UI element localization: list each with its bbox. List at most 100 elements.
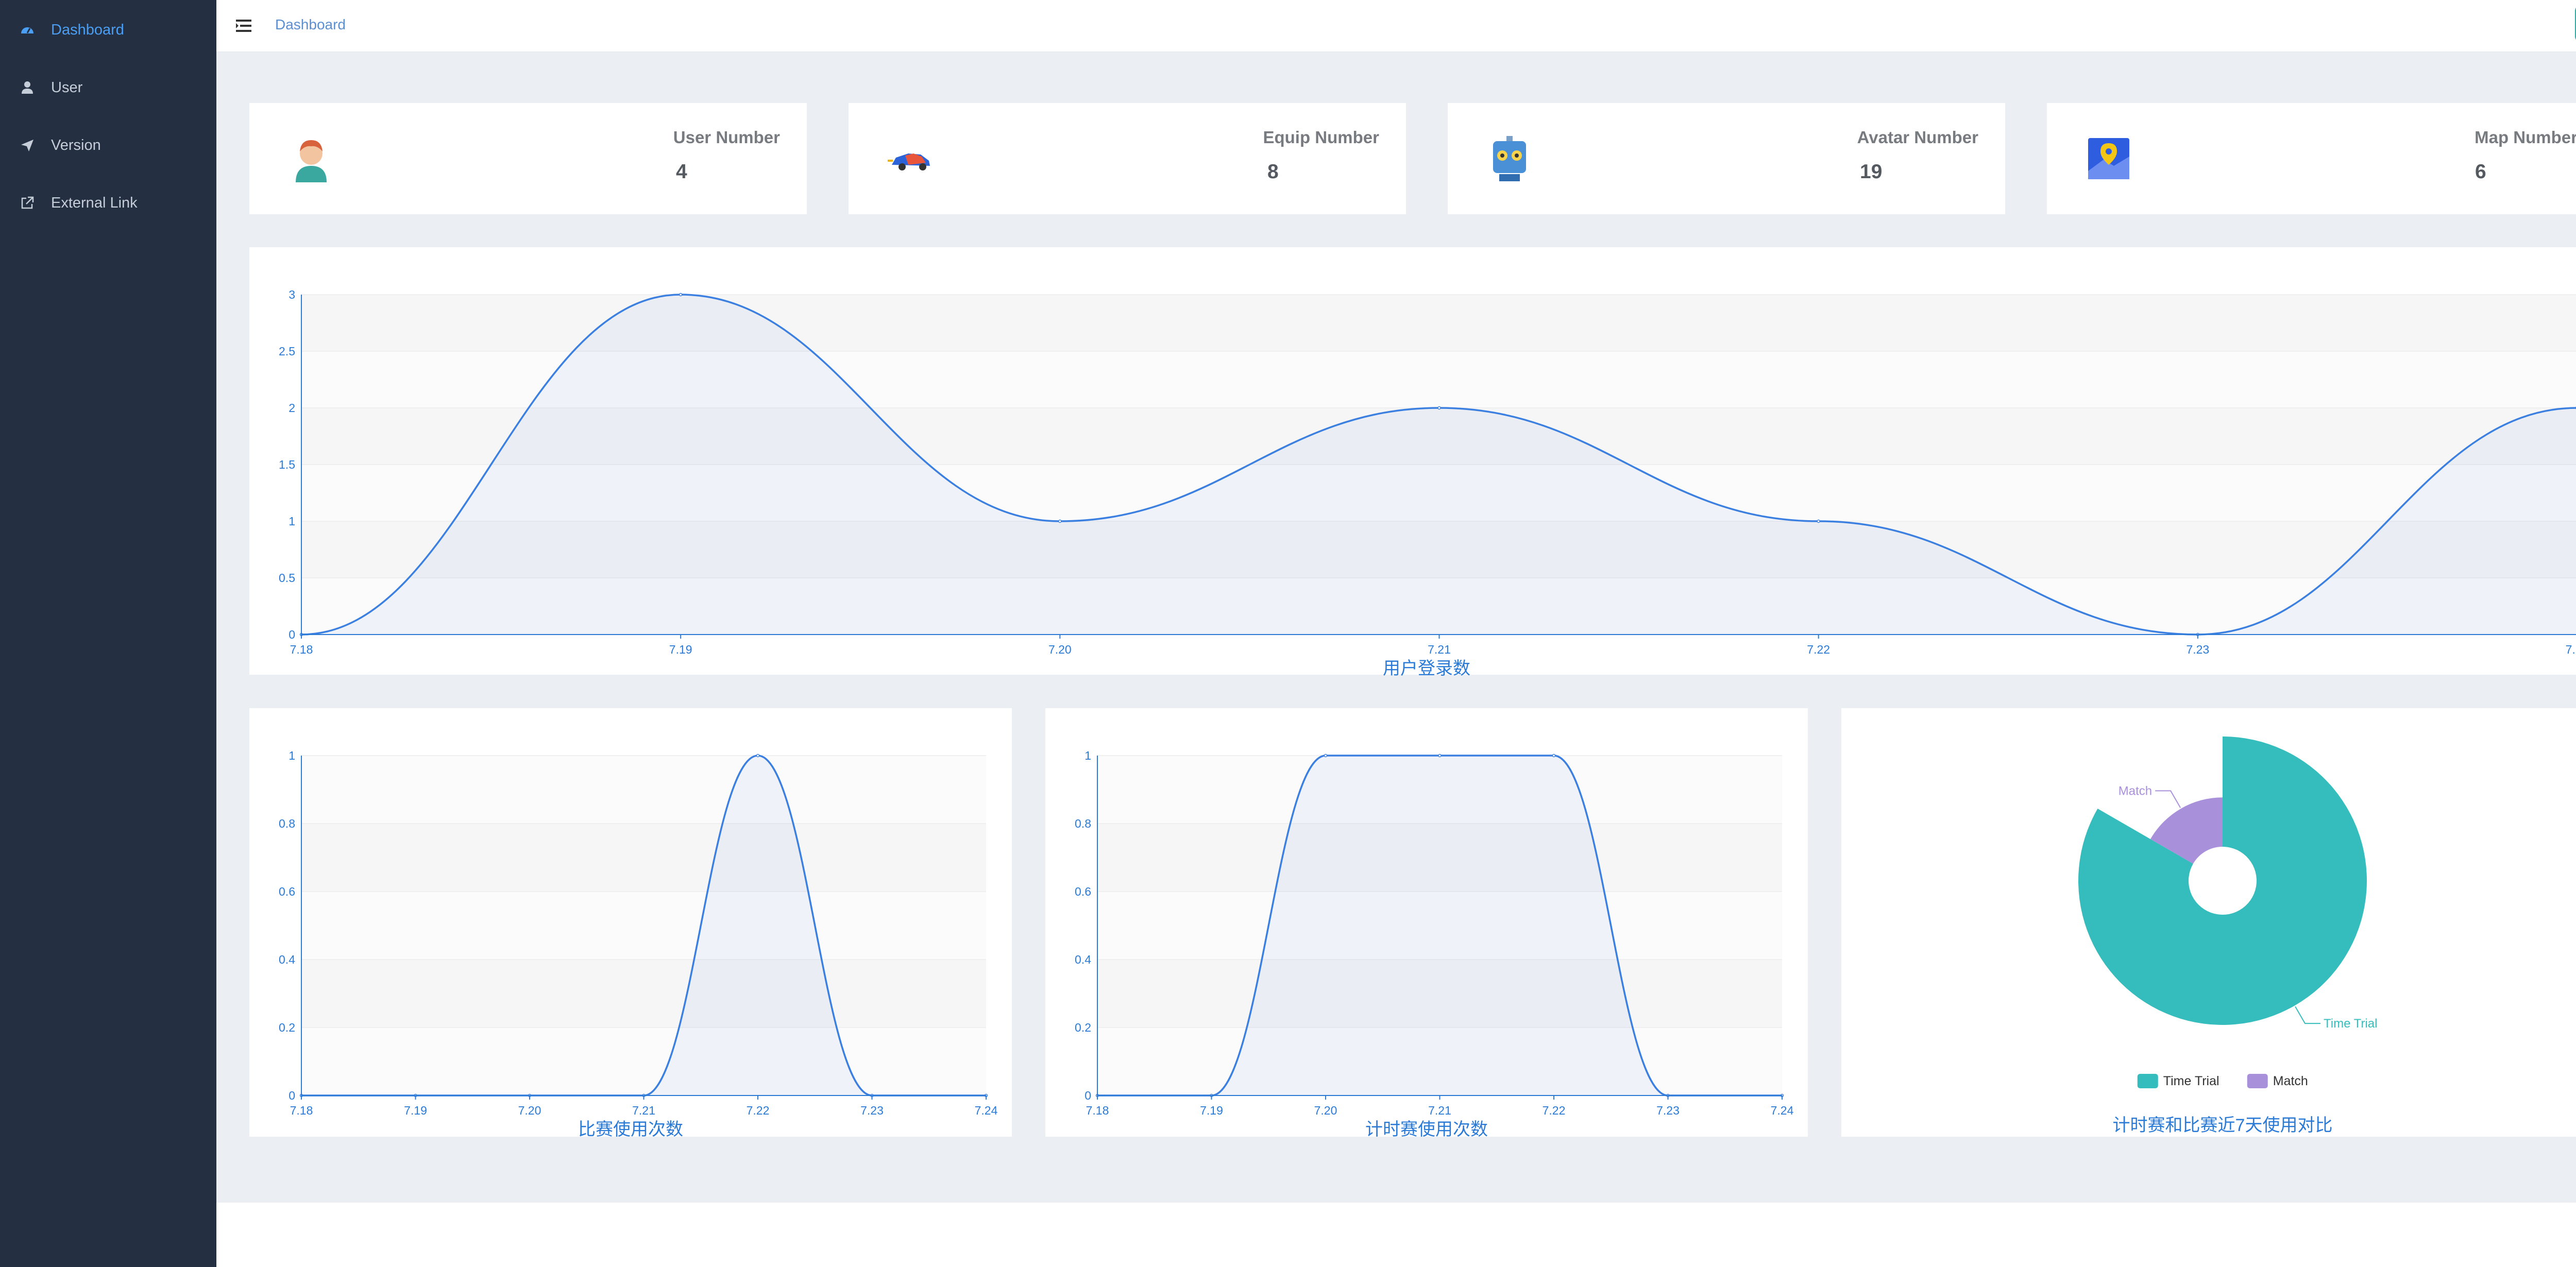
breadcrumb[interactable]: Dashboard: [275, 16, 346, 32]
data-point-7.22: [1817, 519, 1820, 523]
grid-band: [1097, 824, 1782, 892]
time-trial-usage-chart: 0 0.2 0.4 0.6 0.8 1 7.18 7.19 7.20 7.21 7.22 7.23 7.…: [1075, 749, 1794, 1117]
series-area: [301, 756, 986, 1095]
series-area: [301, 295, 2576, 635]
x-tick-label: 7.21: [1428, 643, 1451, 656]
sidebar-item-external-link[interactable]: External Link: [0, 174, 216, 232]
x-tick-label: 7.18: [290, 643, 313, 656]
chart-title: 计时赛和比赛近7天使用对比: [2112, 1116, 2333, 1135]
y-tick-label: 3: [289, 288, 295, 301]
grid-band: [301, 892, 986, 960]
x-tick-label: 7.18: [1086, 1104, 1109, 1117]
stat-card-map-number[interactable]: Map Number 6: [2047, 103, 2576, 214]
x-tick-label: 7.24: [975, 1104, 998, 1117]
pie-label-line: [2295, 1006, 2320, 1024]
dashboard-icon: [19, 21, 36, 39]
user-icon: [19, 79, 36, 96]
pie-label-line: [2155, 790, 2181, 808]
data-point-7.22: [756, 754, 760, 758]
grid-band: [301, 1028, 986, 1095]
x-tick-label: 7.21: [1428, 1104, 1451, 1117]
x-tick-label: 7.19: [404, 1104, 427, 1117]
match-usage-chart: 0 0.2 0.4 0.6 0.8 1 7.18 7.19 7.20 7.21 7.22 7.23 7.…: [279, 749, 998, 1117]
sidebar-item-label: External Link: [51, 194, 138, 211]
x-tick-label: 7.20: [518, 1104, 541, 1117]
person-icon: [285, 133, 337, 184]
chart-title: 计时赛使用次数: [1365, 1120, 1488, 1139]
y-tick-label: 0.6: [279, 885, 295, 898]
x-tick-label: 7.20: [1048, 643, 1072, 656]
stat-value: 4: [676, 161, 687, 183]
stat-value: 6: [2475, 161, 2486, 183]
map-pin-icon: [2083, 133, 2134, 184]
y-tick-label: 0.2: [279, 1021, 295, 1034]
grid-band: [301, 295, 2576, 351]
data-point-7.19: [679, 293, 683, 297]
hamburger-icon[interactable]: [234, 15, 255, 36]
sidebar-item-dashboard[interactable]: Dashboard: [0, 1, 216, 59]
y-tick-label: 1: [1084, 749, 1091, 762]
x-tick-label: 7.23: [860, 1104, 884, 1117]
footer-panel: [216, 1203, 2576, 1267]
y-tick-label: 1: [289, 515, 295, 528]
y-tick-label: 1.5: [279, 458, 295, 471]
user-avatar[interactable]: [2575, 4, 2576, 43]
y-tick-label: 0.6: [1075, 885, 1091, 898]
stat-label: User Number: [673, 128, 780, 147]
sidebar-item-user[interactable]: User: [0, 59, 216, 116]
x-tick-label: 7.22: [1543, 1104, 1566, 1117]
data-point-7.21: [1437, 406, 1441, 410]
x-tick-label: 7.18: [290, 1104, 313, 1117]
y-tick-label: 0: [1084, 1089, 1091, 1102]
stat-card-user-number[interactable]: User Number 4: [249, 103, 807, 214]
data-point-7.20: [1058, 519, 1062, 523]
y-tick-label: 0: [289, 1089, 295, 1102]
y-tick-label: 2.5: [279, 345, 295, 358]
stat-card-equip-number[interactable]: Equip Number 8: [849, 103, 1406, 214]
pie-slice-time-trial: [2078, 737, 2367, 1025]
grid-band: [1097, 892, 1782, 960]
y-tick-label: 0.8: [1075, 817, 1091, 830]
data-point-7.20: [1324, 754, 1328, 758]
y-tick-label: 1: [289, 749, 295, 762]
legend-label: Time Trial: [2163, 1074, 2219, 1088]
send-icon: [19, 136, 36, 154]
match-usage-chart-card: 0 0.2 0.4 0.6 0.8 1 7.18 7.19 7.20 7.21 7.22 7.23 7.…: [249, 708, 1012, 1139]
user-login-chart: 0 0.5 1 1.5 2 2.5 3 7.18 7.19 7.20 7.21 7.22 7.23 7.2…: [279, 288, 2576, 656]
x-tick-label: 7.23: [2186, 643, 2209, 656]
grid-band: [301, 824, 986, 892]
external-link-icon: [19, 194, 36, 212]
sidebar-item-label: Version: [51, 136, 101, 153]
x-tick-label: 7.21: [632, 1104, 655, 1117]
series-area: [1097, 756, 1782, 1095]
grid-band: [1097, 756, 1782, 824]
grid-band: [1097, 1028, 1782, 1095]
legend-swatch: [2247, 1074, 2268, 1088]
legend-item-time-trial[interactable]: Time Trial: [2137, 1074, 2219, 1088]
usage-comparison-chart-card: Time Trial Match Time Trial Match 计时赛和比赛近7天…: [1841, 708, 2576, 1137]
grid-band: [301, 578, 2576, 635]
grid-band: [301, 351, 2576, 408]
x-tick-label: 7.22: [1807, 643, 1830, 656]
sidebar: Dashboard User Version External Link: [0, 0, 216, 1267]
y-tick-label: 0.2: [1075, 1021, 1091, 1034]
y-tick-label: 0.8: [279, 817, 295, 830]
sidebar-item-label: User: [51, 79, 83, 96]
x-tick-label: 7.24: [2566, 643, 2576, 656]
y-tick-label: 0.5: [279, 571, 295, 585]
grid-band: [301, 521, 2576, 578]
stat-card-avatar-number[interactable]: Avatar Number 19: [1448, 103, 2005, 214]
legend-item-match[interactable]: Match: [2247, 1074, 2308, 1088]
pie-slice-match: [2150, 797, 2223, 864]
y-tick-label: 0: [289, 628, 295, 641]
grid-band: [301, 960, 986, 1028]
stat-value: 8: [1267, 161, 1279, 183]
x-tick-label: 7.22: [747, 1104, 770, 1117]
grid-band: [301, 756, 986, 824]
grid-band: [301, 408, 2576, 465]
stat-label: Map Number: [2475, 128, 2576, 147]
y-tick-label: 0.4: [1075, 953, 1091, 966]
sidebar-item-version[interactable]: Version: [0, 116, 216, 174]
pie-slice-label: Match: [2119, 784, 2152, 798]
robot-icon: [1484, 133, 1535, 184]
